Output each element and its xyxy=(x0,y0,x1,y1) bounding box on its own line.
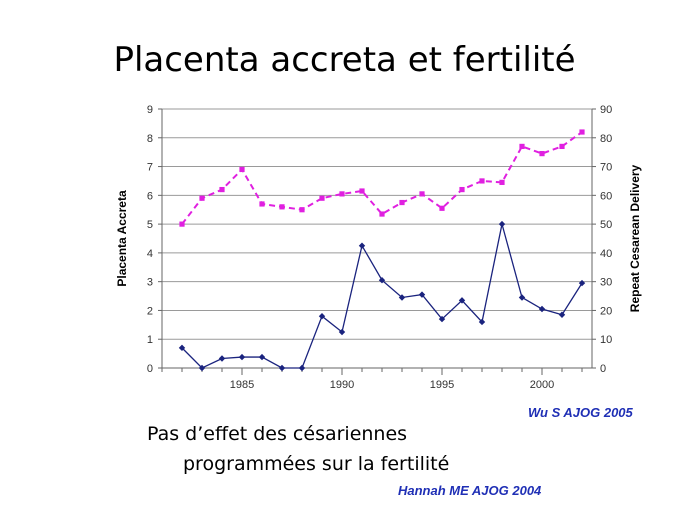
data-point-placenta-accreta xyxy=(278,364,286,372)
data-point-repeat-cesarean xyxy=(359,188,365,194)
y-tick-label-right: 10 xyxy=(600,334,612,346)
reference-hannah: Hannah ME AJOG 2004 xyxy=(398,483,542,498)
y-tick-label-right: 50 xyxy=(600,219,612,231)
x-tick-label: 1990 xyxy=(330,379,354,391)
data-point-repeat-cesarean xyxy=(299,207,305,213)
data-point-placenta-accreta xyxy=(518,294,526,301)
body-text-line-2: programmées sur la fertilité xyxy=(183,453,450,475)
y-axis-title-right: Repeat Cesarean Delivery xyxy=(628,164,642,312)
data-point-repeat-cesarean xyxy=(399,199,405,206)
y-tick-label-right: 90 xyxy=(600,104,612,116)
slide-title: Placenta accreta et fertilité xyxy=(113,40,576,80)
x-tick-label: 1985 xyxy=(230,379,254,391)
y-tick-label-left: 7 xyxy=(147,162,153,174)
data-point-placenta-accreta xyxy=(458,297,466,304)
data-point-placenta-accreta xyxy=(358,242,366,249)
data-point-repeat-cesarean xyxy=(539,151,545,157)
data-point-placenta-accreta xyxy=(238,353,246,361)
y-tick-label-right: 0 xyxy=(600,363,606,375)
y-tick-label-right: 70 xyxy=(600,162,612,174)
data-point-placenta-accreta xyxy=(338,328,346,336)
data-point-repeat-cesarean xyxy=(239,166,245,173)
y-tick-label-left: 6 xyxy=(147,190,153,202)
y-axis-title-left: Placenta Accreta xyxy=(115,190,129,287)
data-point-placenta-accreta xyxy=(318,313,326,320)
data-point-repeat-cesarean xyxy=(499,179,505,185)
data-point-repeat-cesarean xyxy=(579,129,585,135)
data-point-placenta-accreta xyxy=(178,344,186,352)
data-point-repeat-cesarean xyxy=(259,201,265,207)
data-point-repeat-cesarean xyxy=(379,211,385,217)
data-point-placenta-accreta xyxy=(538,305,546,313)
y-tick-label-left: 5 xyxy=(147,219,153,231)
data-point-repeat-cesarean xyxy=(519,143,525,150)
data-point-placenta-accreta xyxy=(498,220,506,228)
data-point-placenta-accreta xyxy=(258,353,266,361)
y-tick-label-left: 9 xyxy=(147,104,153,116)
y-tick-label-left: 8 xyxy=(147,133,153,145)
y-tick-label-right: 20 xyxy=(600,305,612,317)
data-point-repeat-cesarean xyxy=(219,186,225,193)
y-tick-label-left: 1 xyxy=(147,334,153,346)
data-point-placenta-accreta xyxy=(558,311,566,318)
data-point-placenta-accreta xyxy=(478,318,486,326)
reference-wu: Wu S AJOG 2005 xyxy=(528,405,633,420)
data-point-repeat-cesarean xyxy=(179,221,185,227)
data-point-placenta-accreta xyxy=(578,279,586,287)
y-tick-label-left: 2 xyxy=(147,305,153,317)
data-point-repeat-cesarean xyxy=(339,191,345,197)
x-tick-label: 2000 xyxy=(530,379,554,391)
y-tick-label-left: 4 xyxy=(147,248,153,260)
data-point-repeat-cesarean xyxy=(439,205,445,211)
y-tick-label-right: 80 xyxy=(600,133,612,145)
data-point-placenta-accreta xyxy=(218,355,226,362)
x-tick-label: 1995 xyxy=(430,379,454,391)
y-tick-label-right: 40 xyxy=(600,248,612,260)
data-point-repeat-cesarean xyxy=(279,204,285,210)
y-tick-label-left: 0 xyxy=(147,363,153,375)
data-point-placenta-accreta xyxy=(398,294,406,301)
data-point-placenta-accreta xyxy=(438,315,446,323)
data-point-placenta-accreta xyxy=(378,277,386,284)
data-point-placenta-accreta xyxy=(298,364,306,372)
data-point-repeat-cesarean xyxy=(479,178,485,184)
data-point-repeat-cesarean xyxy=(199,195,205,201)
data-point-repeat-cesarean xyxy=(419,191,425,197)
y-tick-label-right: 30 xyxy=(600,277,612,289)
y-tick-label-right: 60 xyxy=(600,190,612,202)
y-tick-label-left: 3 xyxy=(147,277,153,289)
data-point-repeat-cesarean xyxy=(559,143,565,150)
data-point-repeat-cesarean xyxy=(459,186,465,193)
data-point-repeat-cesarean xyxy=(319,195,325,201)
series-line-repeat-cesarean xyxy=(181,131,583,225)
data-point-placenta-accreta xyxy=(418,291,426,298)
data-point-placenta-accreta xyxy=(198,364,206,372)
body-text-line-1: Pas d’effet des césariennes xyxy=(147,423,408,445)
